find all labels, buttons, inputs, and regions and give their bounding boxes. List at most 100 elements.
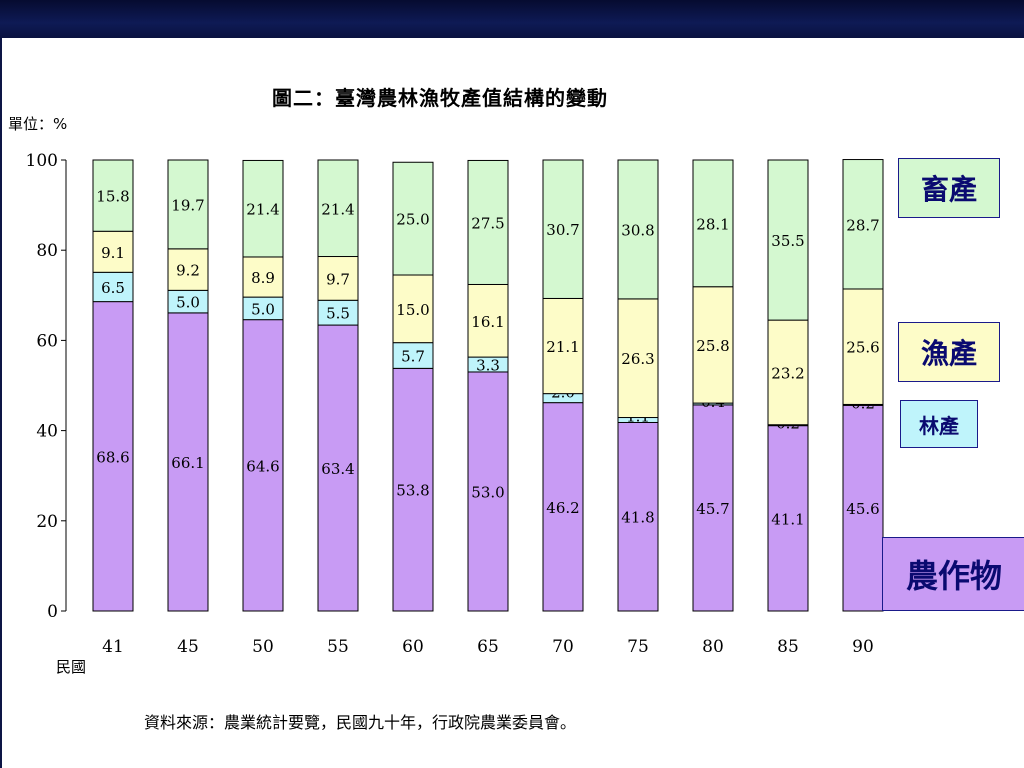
data-label: 30.8 <box>621 221 654 239</box>
data-label: 5.7 <box>401 348 425 366</box>
bar-segment <box>842 404 884 612</box>
data-label: 41.1 <box>771 510 804 528</box>
bar-segment <box>692 159 734 288</box>
bar-segment <box>392 342 434 369</box>
data-label: 9.7 <box>326 270 350 288</box>
data-label: 5.0 <box>176 294 200 312</box>
data-label: 16.1 <box>471 313 504 331</box>
y-tick-label: 60 <box>36 331 58 351</box>
bar-segment <box>242 159 284 258</box>
bar-segment <box>92 271 134 303</box>
y-tick-label: 0 <box>47 602 58 622</box>
x-tick-label: 45 <box>177 637 199 657</box>
legend-livestock: 畜產 <box>898 158 1000 218</box>
bar-segment <box>617 298 659 419</box>
data-label: 3.3 <box>476 357 500 375</box>
bar-segment <box>317 324 359 612</box>
x-tick-label: 75 <box>627 637 649 657</box>
x-tick-label: 90 <box>852 637 874 657</box>
bar-segment <box>467 159 509 285</box>
data-label: 25.0 <box>396 211 429 229</box>
data-label: 9.1 <box>101 244 125 262</box>
data-label: 41.8 <box>621 509 654 527</box>
source-note: 資料來源：農業統計要覽，民國九十年，行政院農業委員會。 <box>144 713 577 732</box>
data-label: 68.6 <box>96 448 129 466</box>
bar-segment <box>542 402 584 612</box>
data-label: 28.7 <box>846 216 879 234</box>
y-tick-label: 100 <box>26 151 58 171</box>
bar-segment <box>692 404 734 612</box>
bar-segment <box>317 159 359 258</box>
bar-segment <box>392 161 434 276</box>
data-label: 35.5 <box>771 232 804 250</box>
x-axis-name: 民國 <box>56 658 87 676</box>
data-label: 6.5 <box>101 279 125 297</box>
x-tick-label: 80 <box>702 637 724 657</box>
bar-segment <box>317 256 359 301</box>
bar-segment <box>842 288 884 405</box>
data-label: 53.8 <box>396 482 429 500</box>
legend-livestock-label: 畜產 <box>920 173 977 206</box>
bar-segment <box>767 159 809 321</box>
data-label: 5.5 <box>326 305 350 323</box>
x-tick-label: 55 <box>327 637 349 657</box>
data-label: 15.8 <box>96 188 129 206</box>
x-tick-label: 41 <box>102 637 124 657</box>
y-tick-label: 40 <box>36 422 58 442</box>
bar-segment <box>242 319 284 612</box>
data-label: 8.9 <box>251 269 275 287</box>
chart-title: 圖二：臺灣農林漁牧產值結構的變動 <box>272 86 608 110</box>
data-label: 9.2 <box>176 262 200 280</box>
data-label: 26.3 <box>621 350 654 368</box>
bar-segment <box>767 319 809 426</box>
unit-label: 單位：% <box>8 115 68 133</box>
x-tick-label: 85 <box>777 637 799 657</box>
bar-segment <box>167 159 209 250</box>
data-label: 64.6 <box>246 457 279 475</box>
bar-segment <box>692 286 734 404</box>
data-label: 21.1 <box>546 338 579 356</box>
bar-segment <box>92 159 134 232</box>
data-label: 28.1 <box>696 215 729 233</box>
data-label: 25.8 <box>696 337 729 355</box>
legend-crops: 農作物 <box>882 537 1024 611</box>
bar-segment <box>92 301 134 612</box>
x-tick-label: 60 <box>402 637 424 657</box>
bar-segment <box>392 274 434 344</box>
data-label: 21.4 <box>246 201 279 219</box>
data-label: 46.2 <box>546 499 579 517</box>
x-tick-label: 50 <box>252 637 274 657</box>
bar-segment <box>842 159 884 290</box>
legend-forestry-label: 林產 <box>919 413 959 438</box>
bar-segment <box>542 159 584 299</box>
data-label: 23.2 <box>771 364 804 382</box>
x-tick-label: 65 <box>477 637 499 657</box>
data-label: 45.6 <box>846 500 879 518</box>
data-label: 21.4 <box>321 200 354 218</box>
bar-segment <box>317 299 359 326</box>
legend-fishery: 漁產 <box>898 322 1000 382</box>
bar-segment <box>242 256 284 298</box>
data-label: 66.1 <box>171 454 204 472</box>
data-label: 25.6 <box>846 339 879 357</box>
legend-crops-label: 農作物 <box>905 557 1002 595</box>
legend-fishery-label: 漁產 <box>920 337 977 370</box>
data-label: 53.0 <box>471 483 504 501</box>
bar-segment <box>467 371 509 612</box>
data-label: 15.0 <box>396 301 429 319</box>
bar-segment <box>767 425 809 612</box>
y-tick-label: 20 <box>36 512 58 532</box>
legend-forestry: 林產 <box>900 400 978 448</box>
data-label: 30.7 <box>546 221 579 239</box>
bar-segment <box>392 367 434 612</box>
data-label: 19.7 <box>171 196 204 214</box>
slide-header-band <box>0 0 1024 38</box>
data-label: 27.5 <box>471 214 504 232</box>
bar-segment <box>617 159 659 300</box>
data-label: 45.7 <box>696 500 729 518</box>
data-label: 5.0 <box>251 300 275 318</box>
bar-segment <box>167 248 209 291</box>
x-tick-label: 70 <box>552 637 574 657</box>
data-label: 63.4 <box>321 460 354 478</box>
